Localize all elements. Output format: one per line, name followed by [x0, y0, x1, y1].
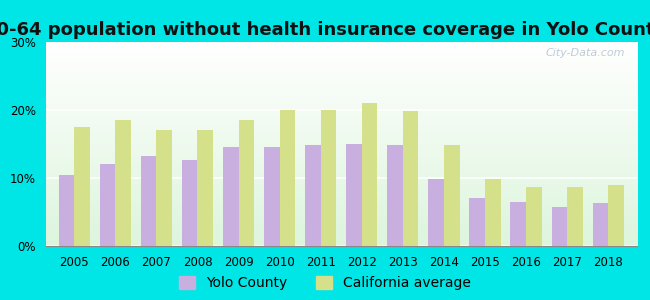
Bar: [593, 203, 608, 246]
Bar: [403, 111, 419, 246]
Bar: [567, 187, 583, 246]
Bar: [320, 110, 336, 246]
Bar: [198, 130, 213, 246]
Bar: [510, 202, 526, 246]
Bar: [485, 179, 500, 246]
Legend: Yolo County, California average: Yolo County, California average: [179, 276, 471, 290]
Bar: [444, 146, 460, 246]
Bar: [141, 156, 157, 246]
Bar: [552, 207, 567, 246]
Bar: [469, 198, 485, 246]
Bar: [58, 175, 74, 246]
Bar: [223, 147, 239, 246]
Bar: [305, 146, 320, 246]
Bar: [115, 120, 131, 246]
Bar: [428, 179, 444, 246]
Bar: [346, 144, 362, 246]
Bar: [264, 147, 280, 246]
Bar: [239, 120, 254, 246]
Bar: [362, 103, 378, 246]
Text: City-Data.com: City-Data.com: [545, 48, 625, 58]
Text: 40-64 population without health insurance coverage in Yolo County: 40-64 population without health insuranc…: [0, 21, 650, 39]
Bar: [387, 146, 403, 246]
Bar: [182, 160, 198, 246]
Bar: [280, 110, 295, 246]
Bar: [157, 130, 172, 246]
Bar: [526, 187, 541, 246]
Bar: [99, 164, 115, 246]
Bar: [608, 185, 624, 246]
Bar: [74, 127, 90, 246]
